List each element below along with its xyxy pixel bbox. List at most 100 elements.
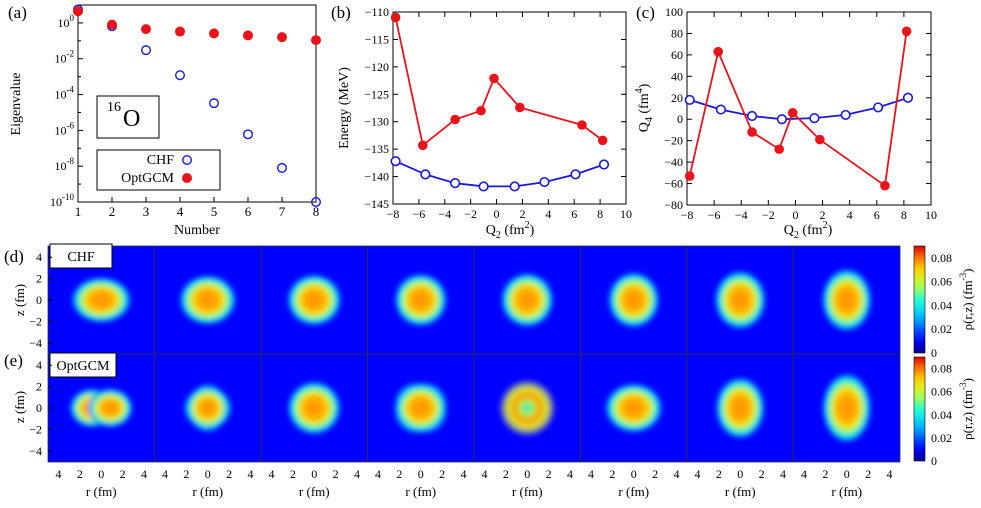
isotope-mass-number: 16 [107,100,121,115]
panel-c-xtick-label: 8 [901,208,907,222]
panel-b-frame [392,11,627,205]
panel-e-xlabel: r (fm) [405,484,436,499]
panel-d-colorbar-tick: 0.06 [931,275,952,289]
panel-d-ylabel: z (fm) [12,284,27,316]
panel-c-xtick-label: 6 [874,208,880,222]
panel-d-colorbar-tick: 0.08 [931,251,952,265]
panel-b: (b) −8 −6 −4 −2 0 2 4 6 8 10 −145 −140 −135 −130 −125 −… [331,3,632,241]
panel-b-xtick-label: −8 [387,207,400,221]
panel-e-xtick-label: 2 [503,467,509,481]
panel-c-chf-point [840,109,851,121]
panel-b-ytick-label: −120 [364,60,389,74]
chf-eigenvalue-point [277,162,288,173]
panel-a-xtick-label: 2 [109,204,116,219]
panel-b-ytick-label: −135 [364,142,389,156]
chf-eigenvalue-point [242,129,253,140]
panel-e-xtick-label: 4 [268,467,274,481]
panel-d-colorbar-tick: 0.02 [931,322,952,336]
panel-e-xtick-label: 4 [588,467,594,481]
density-blob [70,389,133,427]
panel-e-xtick-label: 4 [481,467,487,481]
legend-chf-marker [181,154,192,165]
optgcm-tag: OptGCM [57,359,110,374]
panel-c-chf-point [902,92,914,103]
panel-e-xlabel: r (fm) [831,484,862,499]
panel-e-xtick-label: 4 [801,467,807,481]
panel-e-xtick-label: 4 [55,467,61,481]
panel-c-xtick-label: −6 [708,208,721,222]
density-blob [499,380,556,436]
panel-b-chf-point [420,169,431,180]
panel-c-optgcm-point [747,127,757,137]
panel-a-ylabel: Eigenvalue [9,73,24,136]
panel-e-xtick-label: 2 [226,467,232,481]
legend-box [96,149,221,191]
chf-eigenvalue-point [311,196,322,207]
panel-d: (d) CHF z (fm) 4 2 0 −2 −4 0.08 0.06 0.04 0.02 0… [4,243,975,360]
panel-c: (c) −8 −6 −4 −2 0 2 4 6 8 10−80−60−40−20020406080… [634,3,937,241]
panel-b-ytick-label: −130 [364,115,389,129]
panel-e-xtick-label: 2 [77,467,83,481]
density-blob [181,381,234,435]
panel-e-xlabel: r (fm) [299,484,330,499]
optgcm-eigenvalue-point [209,28,219,39]
panel-e-xtick-label: 2 [609,467,615,481]
panel-a-ytick-label: 100 [58,13,75,30]
panel-c-xtick-label: −8 [681,208,694,222]
chf-tag-box [49,243,113,269]
density-blob [715,271,766,329]
panel-c-chf-point [684,94,695,106]
panel-b-chf-line [395,160,605,188]
panel-b-xtick-label: −4 [438,207,451,221]
panel-e-xlabel: r (fm) [618,484,649,499]
panel-c-frame [686,11,932,206]
panel-c-ytick-label: 80 [671,26,683,40]
panel-e-colorbar-tick: 0.06 [931,385,952,399]
panel-a-xtick-label: 1 [75,204,82,219]
panel-e-xtick-label: 2 [759,467,765,481]
panel-c-ytick-label: 20 [671,91,683,105]
panel-b-chf-point [390,156,401,167]
panel-c-xlabel: Q2 (fm2) [784,220,833,241]
panel-a-xtick-label: 6 [245,204,252,219]
panel-d-ytick-label: 2 [36,272,42,286]
panel-e-xtick-label: 4 [375,467,381,481]
panel-c-optgcm-point [880,180,890,191]
panel-b-xtick-label: 10 [620,207,632,221]
optgcm-eigenvalue-point [73,6,83,17]
panel-e-xtick-label: 2 [716,467,722,481]
panel-a-frame [77,4,317,203]
panel-e-xtick-label: 0 [524,467,530,481]
panel-c-ytick-label: −40 [664,155,683,169]
panel-c-chf-point [776,114,787,125]
panel-c-optgcm-point [713,46,723,57]
chf-eigenvalue-point [208,98,219,109]
chf-eigenvalue-point [140,45,151,56]
panel-e-xtick-label: 2 [183,467,189,481]
panel-e-colorbar-tick: 0.04 [931,408,952,422]
panel-e-xtick-label: 0 [418,467,424,481]
isotope-label-box [96,95,160,139]
panel-e-xtick-label: 2 [822,467,828,481]
panel-e-xtick-label: 2 [439,467,445,481]
panel-a-xtick-label: 4 [177,204,184,219]
optgcm-eigenvalue-point [243,30,253,41]
panel-e-colorbar-tick: 0 [931,454,937,468]
panel-a-label: (a) [8,3,27,22]
panel-e-xtick-label: 4 [141,467,147,481]
panel-a-ytick-label: 10-6 [55,120,75,137]
panel-c-xtick-label: 0 [792,208,798,222]
panel-e-xtick-label: 2 [652,467,658,481]
panel-e-xtick-label: 4 [354,467,360,481]
panel-a-ytick-label: 10-10 [50,192,74,209]
panel-e-colorbar-label: ρ(r,z) (fm-3) [958,378,975,440]
panel-b-optgcm-point [489,73,499,84]
panel-d-colorbar-tick: 0.04 [931,298,952,312]
panel-b-ytick-label: −125 [364,87,389,101]
panel-e-xtick-label: 0 [631,467,637,481]
panel-b-optgcm-point [390,12,401,23]
panel-b-xtick-label: −6 [412,207,425,221]
legend-optgcm-label: OptGCM [121,171,174,186]
panel-e-ytick-label: −2 [29,422,42,436]
